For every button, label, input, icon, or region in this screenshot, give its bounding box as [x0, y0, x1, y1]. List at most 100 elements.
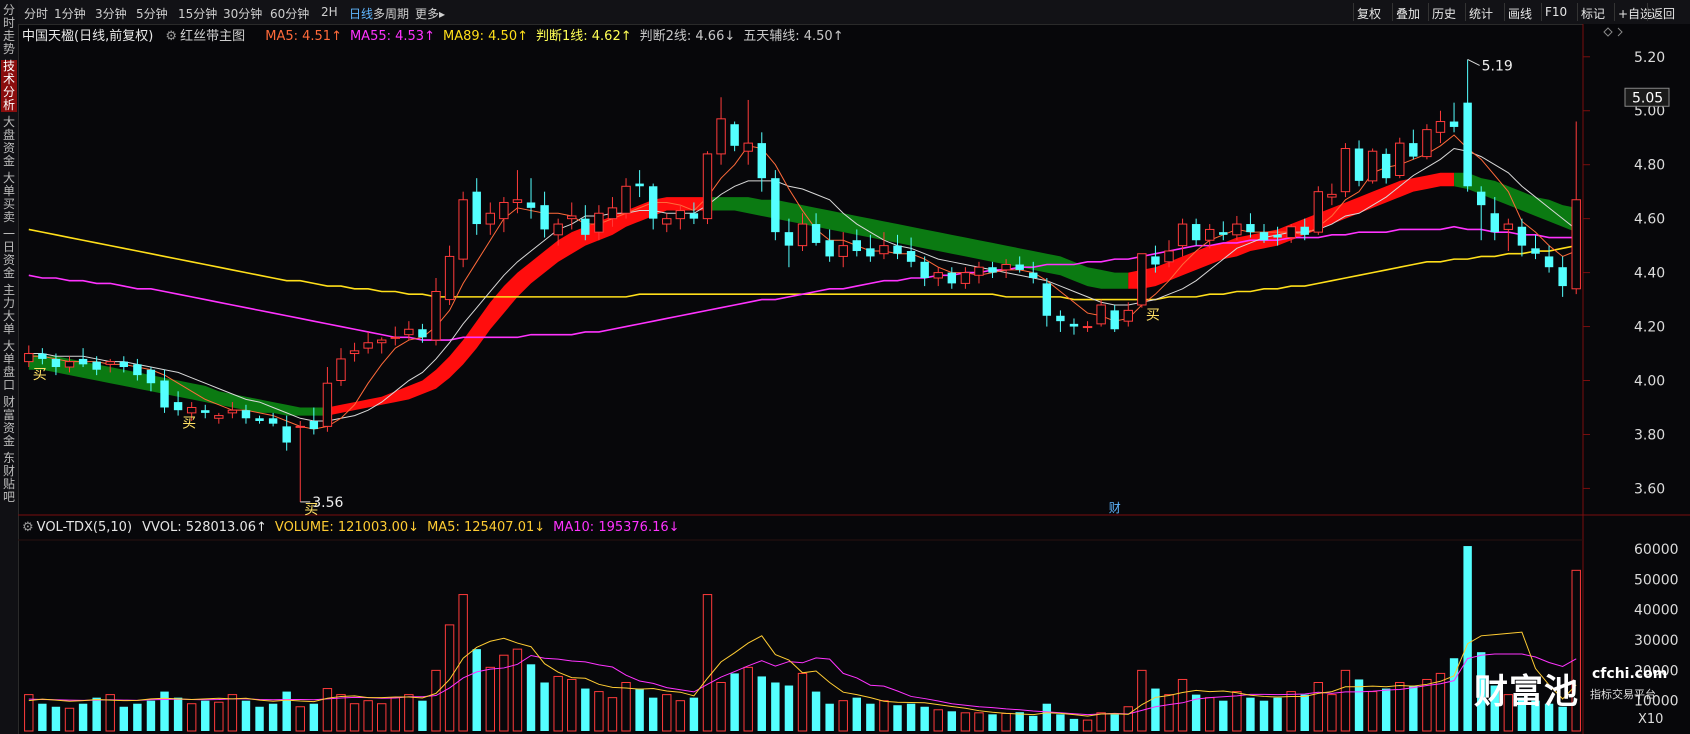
sidebar-tab-2[interactable]: 大盘资金 — [2, 115, 15, 168]
legend-item-2: MA89: 4.50↑ — [442, 29, 528, 44]
buy-signal-label: 买 — [182, 416, 196, 432]
volume-bar — [594, 691, 604, 732]
sidebar-tab-8[interactable]: 东财贴吧 — [2, 451, 15, 504]
period-0[interactable]: 分时 — [24, 7, 49, 21]
toolbar-right-2[interactable]: 历史 — [1432, 7, 1457, 21]
volume-bar — [567, 678, 577, 732]
period-4[interactable]: 15分钟 — [178, 7, 218, 21]
candle-body — [757, 143, 766, 179]
toolbar-right-0[interactable]: 复权 — [1357, 7, 1382, 21]
candle-body — [1205, 228, 1215, 241]
toolbar-right-6[interactable]: 标记 — [1581, 7, 1606, 21]
price-legend: 中国天楹(日线,前复权) ⚙ 红丝带主图 MA5: 4.51↑ MA55: 4.53… — [22, 25, 860, 44]
period-2[interactable]: 3分钟 — [95, 7, 127, 21]
legend-item-5: 五天辅线: 4.50↑ — [743, 29, 844, 44]
candle-body — [1069, 323, 1079, 327]
vol-gear-icon[interactable]: ⚙ — [22, 520, 34, 535]
toolbar-right-3[interactable]: 统计 — [1469, 7, 1494, 21]
volume-bar — [960, 712, 971, 732]
candle-body — [1409, 143, 1418, 157]
vol-tick-label: 30000 — [1634, 633, 1679, 649]
toolbar-separator — [1614, 3, 1615, 21]
volume-bar — [716, 681, 726, 732]
volume-bar — [1015, 712, 1024, 731]
period-7[interactable]: 2H — [321, 5, 338, 19]
period-9[interactable]: 多周期 — [373, 7, 410, 21]
sidebar-tab-6[interactable]: 大单盘口 — [2, 339, 15, 392]
sidebar-tab-5[interactable]: 主力大单 — [2, 283, 15, 336]
sidebar-tab-1[interactable]: 技术分析 — [1, 59, 17, 112]
candle-body — [309, 420, 319, 430]
price-tick-label: 5.00 — [1634, 104, 1665, 120]
candle-body — [1313, 191, 1324, 233]
candle-body — [852, 240, 862, 252]
sidebar-tab-7[interactable]: 财富资金 — [2, 395, 15, 448]
sidebar-tab-0[interactable]: 分时走势 — [2, 3, 15, 56]
price-tick-label: 4.40 — [1634, 266, 1665, 282]
volume-bar — [933, 709, 943, 732]
candle-body — [974, 266, 984, 276]
volume-bar — [458, 594, 468, 732]
candle-body — [920, 261, 929, 278]
candle-body — [1082, 326, 1093, 329]
volume-bar — [866, 703, 875, 731]
candle-body — [499, 201, 509, 220]
volume-bar — [730, 673, 739, 731]
legend-item-0: MA5: 4.51↑ — [265, 29, 342, 44]
volume-bar — [947, 711, 957, 731]
period-10[interactable]: 更多▸ — [415, 7, 446, 21]
sidebar-tab-3[interactable]: 大单买卖 — [2, 171, 15, 224]
candle-body — [255, 418, 264, 421]
watermark-brand: 财富池 — [1474, 672, 1579, 712]
period-5[interactable]: 30分钟 — [223, 7, 263, 21]
volume-bar — [771, 682, 780, 731]
vol-indicator-title[interactable]: VOL-TDX(5,10) — [36, 520, 133, 535]
toolbar-separator — [1577, 3, 1578, 21]
vol-legend-item-3: MA10: 195376.16↓ — [553, 520, 680, 535]
volume-bar — [377, 703, 387, 732]
period-1[interactable]: 1分钟 — [54, 7, 86, 21]
toolbar-right-5[interactable]: F10 — [1545, 5, 1568, 19]
ribbon-segment — [28, 353, 328, 416]
volume-bar — [214, 701, 224, 732]
volume-bar — [186, 703, 197, 732]
candle-body — [119, 361, 129, 368]
stock-title[interactable]: 中国天楹(日线,前复权) — [22, 29, 154, 44]
toolbar-right-4[interactable]: 画线 — [1508, 7, 1533, 21]
candle-body — [322, 382, 333, 427]
volume-bar — [309, 703, 319, 731]
volume-bar — [227, 694, 238, 732]
sidebar-tab-4[interactable]: 一日资金 — [2, 227, 15, 280]
watermark-url: cfchi.com — [1592, 666, 1668, 682]
vol-unit-label: X10 — [1638, 712, 1664, 727]
period-6[interactable]: 60分钟 — [270, 7, 310, 21]
volume-bar — [363, 700, 373, 732]
toolbar-right-8[interactable]: 返回 — [1651, 7, 1676, 21]
vol-ma5-line — [28, 631, 1577, 717]
volume-bar — [268, 703, 278, 731]
indicator-gear-icon[interactable]: ⚙ — [165, 29, 178, 44]
toolbar-right-7[interactable]: +自选 — [1618, 7, 1653, 21]
candle-body — [933, 272, 943, 279]
period-8[interactable]: 日线 — [349, 7, 374, 21]
volume-bar — [1151, 688, 1160, 731]
indicator-name[interactable]: ⚙ 红丝带主图 — [165, 29, 253, 44]
candle-body — [1110, 310, 1119, 330]
volume-bar — [336, 694, 346, 732]
candle-body — [1286, 226, 1296, 239]
current-price-label: 5.05 — [1632, 90, 1663, 106]
volume-bar — [431, 669, 441, 732]
period-3[interactable]: 5分钟 — [136, 7, 168, 21]
watermark-logo: 财富池 cfchi.com 指标交易平台 — [1474, 664, 1667, 713]
candle-body — [282, 426, 291, 443]
volume-bar — [241, 700, 251, 731]
candle-body — [241, 410, 251, 419]
volume-bar — [1558, 706, 1567, 731]
candle-body — [1571, 199, 1581, 290]
toolbar-right-1[interactable]: 叠加 — [1396, 7, 1421, 21]
candle-body — [78, 358, 88, 365]
volume-bar — [1164, 694, 1174, 732]
candle-body — [1476, 191, 1486, 206]
candle-body — [472, 191, 481, 225]
